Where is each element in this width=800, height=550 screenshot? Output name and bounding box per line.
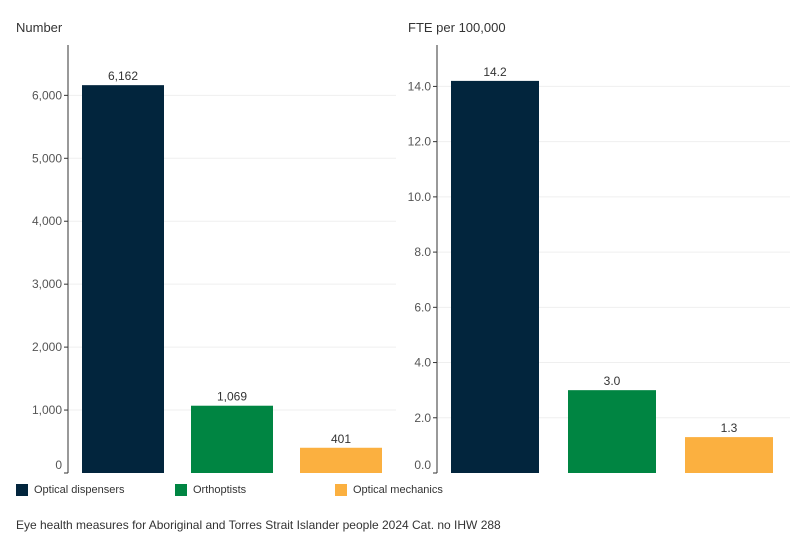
right-tick-label: 14.0 <box>408 79 432 93</box>
right-bar-orthoptists[interactable] <box>568 390 656 473</box>
legend-label-orthoptists: Orthoptists <box>193 484 247 496</box>
right-bar-optical-dispensers[interactable] <box>451 80 539 473</box>
left-tick-label: 6,000 <box>32 88 62 102</box>
left-tick-label: 5,000 <box>32 151 62 165</box>
right-data-label-optical-mechanics: 1.3 <box>721 421 738 435</box>
left-tick-label: 1,000 <box>32 403 62 417</box>
left-chart-data-labels: 6,162 1,069 401 <box>108 69 351 446</box>
right-tick-label: 8.0 <box>414 245 431 259</box>
right-tick-label: 0.0 <box>414 458 431 472</box>
left-data-label-optical-mechanics: 401 <box>331 432 351 446</box>
legend-label-optical-dispensers: Optical dispensers <box>34 484 125 496</box>
left-bar-optical-dispensers[interactable] <box>82 85 164 474</box>
left-data-label-optical-dispensers: 6,162 <box>108 69 138 83</box>
left-tick-label: 0 <box>55 458 62 472</box>
right-tick-label: 10.0 <box>408 190 432 204</box>
source-footnote: Eye health measures for Aboriginal and T… <box>16 518 501 532</box>
legend-swatch-orthoptists <box>175 484 187 496</box>
legend-label-optical-mechanics: Optical mechanics <box>353 484 443 496</box>
right-chart-bars <box>451 80 773 473</box>
right-bar-optical-mechanics[interactable] <box>685 437 773 473</box>
left-chart-bars <box>82 85 382 474</box>
left-bar-optical-mechanics[interactable] <box>300 447 382 473</box>
right-data-label-orthoptists: 3.0 <box>604 374 621 388</box>
legend-swatch-optical-mechanics <box>335 484 347 496</box>
right-chart-y-title: FTE per 100,000 <box>408 20 506 35</box>
left-tick-label: 3,000 <box>32 277 62 291</box>
legend-swatch-optical-dispensers <box>16 484 28 496</box>
left-bar-orthoptists[interactable] <box>191 405 273 473</box>
right-chart-y-ticks: 0.0 2.0 4.0 6.0 8.0 10.0 12.0 14.0 <box>408 79 437 474</box>
right-tick-label: 12.0 <box>408 135 432 149</box>
left-tick-label: 2,000 <box>32 340 62 354</box>
legend-item-orthoptists[interactable]: Orthoptists <box>175 484 246 496</box>
legend-item-optical-dispensers[interactable]: Optical dispensers <box>16 484 125 496</box>
chart-area: Number 0 1,000 2,000 3,000 4,000 5,000 6,000 6… <box>16 20 790 474</box>
left-data-label-orthoptists: 1,069 <box>217 390 247 404</box>
left-tick-label: 4,000 <box>32 214 62 228</box>
legend-item-optical-mechanics[interactable]: Optical mechanics <box>335 484 443 496</box>
right-tick-label: 4.0 <box>414 356 431 370</box>
right-chart-data-labels: 14.2 3.0 1.3 <box>483 65 737 435</box>
left-chart-y-title: Number <box>16 20 63 35</box>
right-data-label-optical-dispensers: 14.2 <box>483 65 507 79</box>
left-chart-y-ticks: 0 1,000 2,000 3,000 4,000 5,000 6,000 <box>32 88 68 474</box>
legend: Optical dispensers Orthoptists Optical m… <box>16 484 776 500</box>
right-tick-label: 6.0 <box>414 300 431 314</box>
right-tick-label: 2.0 <box>414 411 431 425</box>
